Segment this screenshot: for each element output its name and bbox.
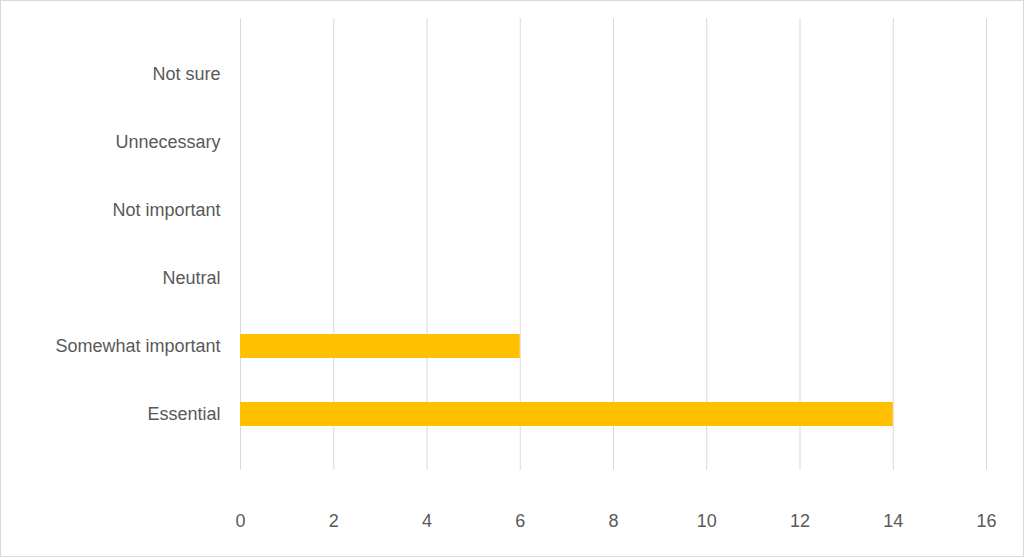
svg-text:4: 4: [422, 511, 432, 531]
svg-text:14: 14: [883, 511, 903, 531]
svg-text:Essential: Essential: [147, 404, 220, 424]
svg-text:Somewhat important: Somewhat important: [55, 336, 220, 356]
svg-text:10: 10: [697, 511, 717, 531]
svg-text:Not sure: Not sure: [152, 64, 220, 84]
svg-text:Neutral: Neutral: [162, 268, 220, 288]
svg-text:16: 16: [976, 511, 996, 531]
svg-text:Unnecessary: Unnecessary: [115, 132, 220, 152]
svg-text:12: 12: [790, 511, 810, 531]
svg-text:2: 2: [329, 511, 339, 531]
svg-text:8: 8: [608, 511, 618, 531]
svg-text:Not important: Not important: [112, 200, 220, 220]
svg-text:6: 6: [515, 511, 525, 531]
svg-text:0: 0: [235, 511, 245, 531]
